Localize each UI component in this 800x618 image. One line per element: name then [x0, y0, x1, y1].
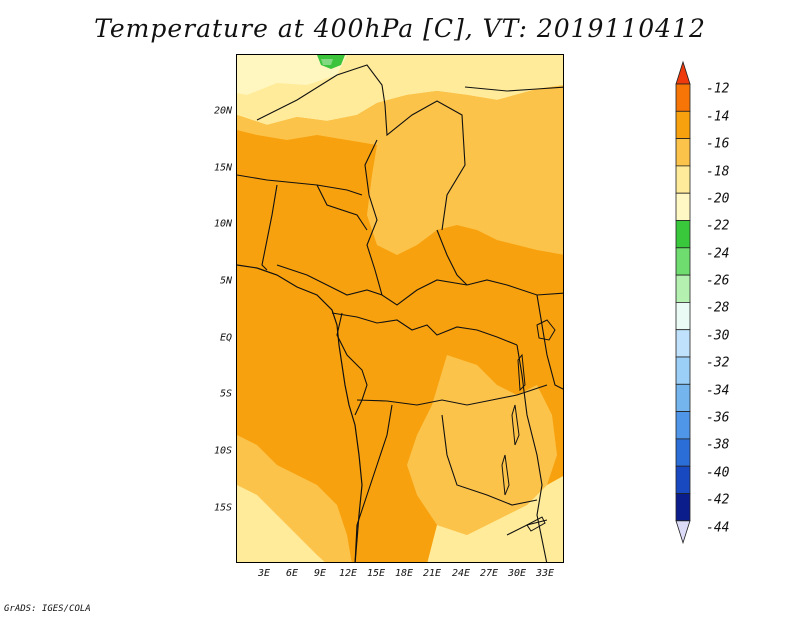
colorbar-segment — [675, 165, 691, 194]
colorbar-segment — [675, 329, 691, 358]
lon-label: 6E — [285, 568, 299, 579]
colorbar-label: -30 — [706, 328, 730, 344]
temperature-map — [237, 55, 563, 562]
lat-label: 15S — [213, 502, 232, 514]
credit-text: GrADS: IGES/COLA — [4, 604, 91, 614]
colorbar-top-triangle — [675, 60, 691, 85]
lon-label: 27E — [479, 568, 499, 579]
coastline — [237, 264, 363, 562]
colorbar-segment — [675, 356, 691, 385]
colorbar-segment — [675, 83, 691, 112]
lakes — [501, 319, 556, 532]
colorbar-label: -12 — [706, 81, 730, 97]
lon-label: 18E — [394, 568, 414, 579]
green-patch-light — [321, 59, 333, 65]
chart-title: Temperature at 400hPa [C], VT: 201911041… — [94, 14, 706, 43]
lon-label: 24E — [451, 568, 471, 579]
lon-label: 3E — [257, 568, 271, 579]
colorbar-segment — [675, 138, 691, 167]
colorbar-bottom-triangle — [675, 520, 691, 545]
colorbar-segment — [675, 383, 691, 412]
colorbar-label: -38 — [706, 437, 730, 453]
colorbar-label: -28 — [706, 300, 730, 316]
colorbar-label: -16 — [706, 136, 730, 152]
fill-band-20-18-southwest — [237, 485, 325, 562]
colorbar-label: -18 — [706, 164, 730, 180]
colorbar-label: -20 — [706, 191, 730, 207]
colorbar-label: -40 — [706, 465, 730, 481]
lon-label: 33E — [535, 568, 555, 579]
colorbar-label: -36 — [706, 410, 730, 426]
lon-label: 21E — [422, 568, 442, 579]
lon-label: 12E — [338, 568, 358, 579]
lat-label: 5S — [219, 388, 232, 400]
colorbar — [675, 60, 691, 545]
colorbar-segment — [675, 110, 691, 139]
colorbar-segment — [675, 493, 691, 522]
colorbar-segment — [675, 465, 691, 494]
fill-band-22-20-north — [237, 55, 347, 95]
colorbar-label: -42 — [706, 492, 730, 508]
colorbar-label: -44 — [706, 520, 730, 536]
colorbar-segment — [675, 247, 691, 276]
map-panel — [236, 54, 564, 563]
fill-band-18-16-sahel — [237, 103, 377, 145]
colorbar-label: -14 — [706, 109, 730, 125]
colorbar-label: -22 — [706, 218, 730, 234]
colorbar-segment — [675, 301, 691, 331]
colorbar-label: -34 — [706, 383, 730, 399]
colorbar-label: -26 — [706, 273, 730, 289]
lon-label: 30E — [507, 568, 527, 579]
lat-label: 5N — [219, 275, 232, 287]
colorbar-label: -24 — [706, 246, 730, 262]
fill-band-20-18-southeast — [427, 476, 563, 562]
lat-label: 20N — [213, 105, 232, 117]
colorbar-segment — [675, 438, 691, 467]
lon-label: 9E — [313, 568, 327, 579]
colorbar-label: -32 — [706, 355, 730, 371]
lat-label: EQ — [219, 332, 232, 344]
colorbar-segment — [675, 192, 691, 221]
lat-label: 10N — [213, 218, 232, 230]
colorbar-segment — [675, 274, 691, 303]
lat-label: 10S — [213, 445, 232, 457]
colorbar-segment — [675, 411, 691, 440]
colorbar-segment — [675, 220, 691, 249]
lon-label: 15E — [366, 568, 386, 579]
fill-band-18-16-north-east — [367, 85, 563, 255]
lat-label: 15N — [213, 162, 232, 174]
